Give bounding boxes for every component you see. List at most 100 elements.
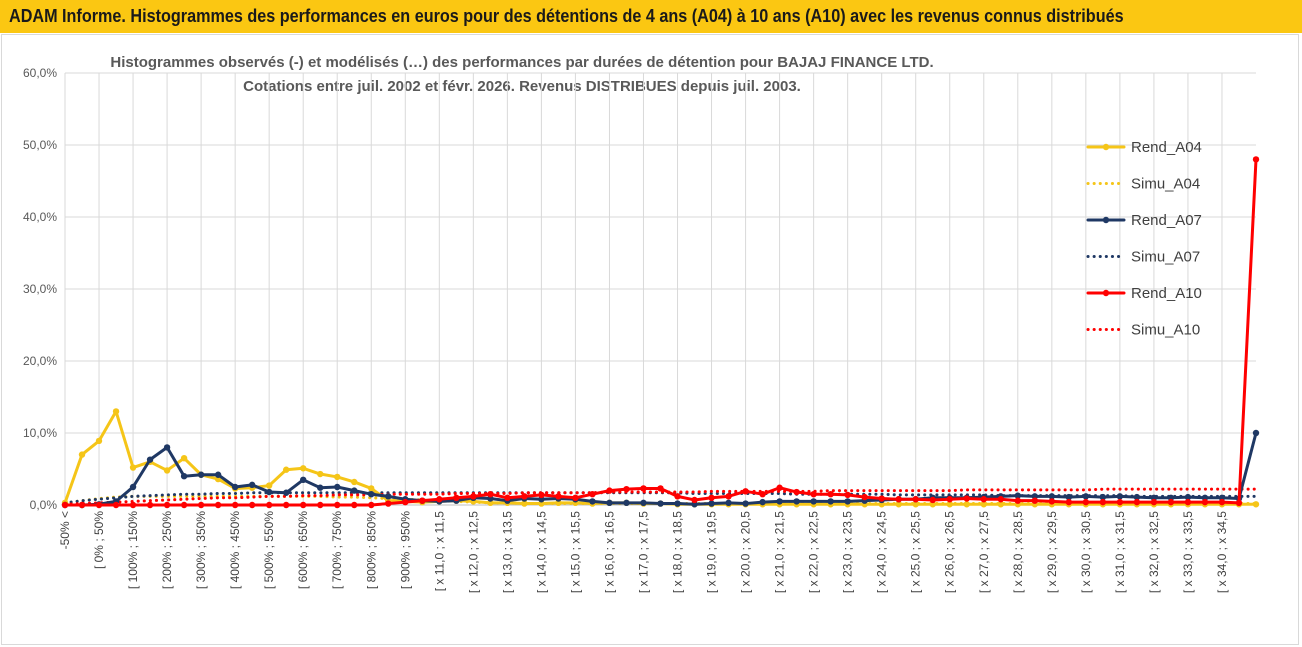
x-tick-label: [ 200% ; 250% bbox=[160, 511, 174, 589]
point-rend-a10 bbox=[929, 496, 936, 504]
point-rend-a10 bbox=[248, 501, 256, 509]
point-rend-a04 bbox=[129, 464, 137, 471]
x-tick-label: [ 300% ; 350% bbox=[194, 511, 208, 589]
point-rend-a10 bbox=[555, 493, 562, 500]
point-rend-a10 bbox=[487, 491, 494, 498]
point-rend-a10 bbox=[402, 498, 409, 506]
legend: Rend_A04 Simu_A04 Rend_A07 Simu_A07 Rend_A10… bbox=[1086, 139, 1202, 339]
point-rend-a10 bbox=[946, 496, 953, 503]
x-tick-label: [ x 31,0 ; x 31,5 bbox=[1113, 511, 1127, 593]
series-lines bbox=[61, 156, 1260, 509]
point-rend-a10 bbox=[776, 484, 783, 491]
x-tick-label: [ x 29,0 ; x 29,5 bbox=[1045, 511, 1059, 593]
point-rend-a04 bbox=[1252, 501, 1260, 508]
point-rend-a04 bbox=[180, 455, 188, 462]
series-line-rend-a10 bbox=[63, 157, 1258, 507]
x-tick-label: [ x 16,0 ; x 16,5 bbox=[602, 511, 616, 593]
legend-label-rend-a07: Rend_A07 bbox=[1131, 212, 1202, 229]
point-rend-a10 bbox=[112, 501, 120, 509]
point-rend-a10 bbox=[1014, 497, 1021, 504]
x-tick-label: [ x 26,0 ; x 26,5 bbox=[943, 511, 957, 593]
point-rend-a04 bbox=[963, 501, 970, 508]
point-rend-a04 bbox=[300, 465, 307, 472]
point-rend-a07 bbox=[1082, 493, 1090, 500]
point-rend-a10 bbox=[793, 488, 800, 496]
legend-label-simu-a10: Simu_A10 bbox=[1131, 322, 1200, 339]
point-rend-a04 bbox=[265, 482, 273, 489]
point-rend-a07 bbox=[1014, 492, 1021, 499]
x-tick-label: [ 0% ; 50% bbox=[92, 511, 106, 569]
point-rend-a07 bbox=[146, 456, 154, 463]
point-rend-a10 bbox=[1167, 498, 1175, 506]
point-rend-a10 bbox=[300, 501, 307, 509]
point-rend-a10 bbox=[351, 501, 358, 509]
point-rend-a07 bbox=[1048, 493, 1056, 500]
point-rend-a10 bbox=[470, 493, 477, 500]
point-rend-a07 bbox=[793, 498, 800, 505]
x-tick-label: [ x 14,0 ; x 14,5 bbox=[534, 511, 548, 593]
legend-label-simu-a07: Simu_A07 bbox=[1131, 249, 1200, 266]
point-rend-a07 bbox=[759, 498, 766, 506]
point-rend-a10 bbox=[317, 501, 324, 509]
point-rend-a07 bbox=[129, 483, 137, 491]
point-rend-a10 bbox=[1133, 498, 1141, 506]
x-tick-label: [ x 34,0 ; x 34,5 bbox=[1215, 511, 1229, 593]
point-rend-a10 bbox=[504, 494, 511, 501]
report-banner: ADAM Informe. Histogrammes des performan… bbox=[0, 0, 1302, 33]
point-rend-a10 bbox=[997, 496, 1004, 503]
point-rend-a07 bbox=[300, 476, 307, 483]
legend-label-rend-a04: Rend_A04 bbox=[1131, 139, 1202, 156]
x-tick-label: [ x 28,0 ; x 28,5 bbox=[1011, 511, 1025, 593]
x-tick-label: [ 600% ; 650% bbox=[296, 511, 310, 589]
point-rend-a04 bbox=[78, 451, 86, 458]
point-rend-a10 bbox=[538, 491, 545, 499]
x-tick-label: [ 800% ; 850% bbox=[364, 511, 378, 589]
point-rend-a10 bbox=[453, 494, 460, 501]
x-tick-label: [ x 19,0 ; x 19,5 bbox=[705, 511, 719, 593]
point-rend-a10 bbox=[265, 501, 273, 509]
point-rend-a10 bbox=[1116, 498, 1124, 506]
point-rend-a10 bbox=[368, 501, 375, 509]
point-rend-a10 bbox=[640, 485, 647, 492]
point-rend-a10 bbox=[419, 497, 426, 504]
point-rend-a10 bbox=[895, 496, 902, 503]
point-rend-a10 bbox=[180, 501, 188, 509]
point-rend-a07 bbox=[1184, 493, 1192, 501]
point-rend-a10 bbox=[759, 491, 766, 498]
point-rend-a07 bbox=[623, 499, 630, 507]
x-tick-label: [ 900% ; 950% bbox=[398, 511, 412, 589]
point-rend-a07 bbox=[844, 498, 851, 505]
x-tick-label: [ x 22,0 ; x 22,5 bbox=[807, 511, 821, 593]
x-tick-label: [ x 21,0 ; x 21,5 bbox=[773, 511, 787, 593]
x-tick-label: [ x 30,0 ; x 30,5 bbox=[1079, 511, 1093, 593]
point-rend-a10 bbox=[95, 501, 103, 509]
point-rend-a04 bbox=[163, 467, 171, 474]
point-rend-a04 bbox=[912, 501, 919, 508]
point-rend-a07 bbox=[282, 489, 290, 496]
point-rend-a07 bbox=[351, 487, 358, 494]
x-tick-label: -50% < bbox=[58, 511, 72, 549]
point-rend-a10 bbox=[963, 495, 970, 502]
point-rend-a10 bbox=[623, 485, 630, 493]
x-tick-label: [ x 15,0 ; x 15,5 bbox=[568, 511, 582, 593]
point-rend-a10 bbox=[385, 500, 392, 507]
point-rend-a10 bbox=[1184, 498, 1192, 506]
point-rend-a04 bbox=[946, 501, 953, 508]
point-rend-a10 bbox=[861, 493, 868, 501]
point-rend-a10 bbox=[197, 501, 205, 509]
x-tick-label: [ x 25,0 ; x 25,5 bbox=[909, 511, 923, 593]
legend-marker-rend-a10 bbox=[1102, 289, 1110, 297]
point-rend-a04 bbox=[112, 408, 120, 415]
point-rend-a10 bbox=[334, 501, 341, 509]
x-tick-label: [ x 13,0 ; x 13,5 bbox=[500, 511, 514, 593]
point-rend-a10 bbox=[1235, 499, 1243, 507]
y-tick-label: 50,0% bbox=[23, 138, 57, 152]
point-rend-a10 bbox=[282, 501, 290, 509]
x-tick-label: [ x 11,0 ; x 11,5 bbox=[432, 511, 446, 592]
point-rend-a04 bbox=[351, 478, 358, 486]
point-rend-a07 bbox=[742, 500, 749, 507]
point-rend-a10 bbox=[61, 501, 69, 509]
legend-label-simu-a04: Simu_A04 bbox=[1131, 176, 1200, 193]
point-rend-a10 bbox=[878, 495, 885, 502]
x-tick-label: [ x 27,0 ; x 27,5 bbox=[977, 511, 991, 593]
